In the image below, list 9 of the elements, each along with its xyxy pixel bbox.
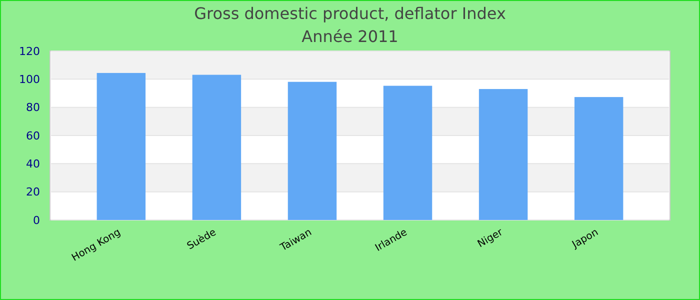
y-tick-label: 40 [26,158,40,171]
y-tick-label: 60 [26,129,40,142]
y-tick-label: 0 [33,214,40,227]
chart-subtitle: Année 2011 [302,27,398,46]
chart-title: Gross domestic product, deflator Index [194,4,506,23]
y-tick-label: 100 [19,73,40,86]
y-tick-label: 120 [19,44,40,58]
y-tick-label: 20 [26,186,40,199]
y-tick-label: 80 [26,101,40,114]
